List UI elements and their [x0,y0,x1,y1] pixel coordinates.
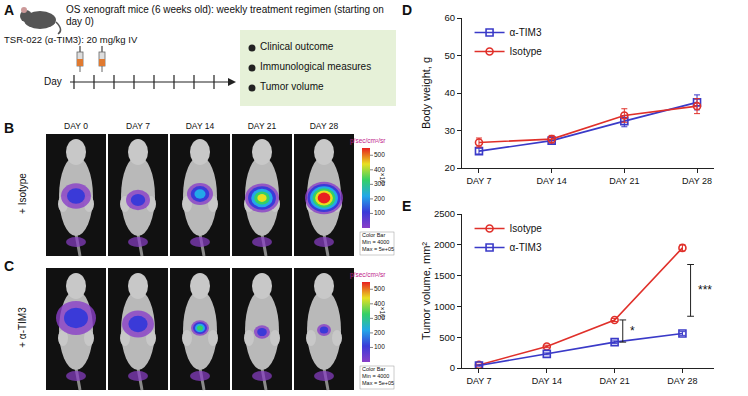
html-text:300: 300 [374,180,385,188]
html-text:DAY 7: DAY 7 [126,121,150,131]
html-text:DAY 21: DAY 21 [247,121,277,131]
svg-text:DAY 14: DAY 14 [532,376,562,386]
html-text:OS xenograft mice (6 weeks old: OS xenograft mice (6 weeks old): weekly … [66,4,384,27]
svg-text:DAY 7: DAY 7 [466,176,491,186]
html-text:B: B [4,120,15,136]
html-text:Color Bar: Color Bar [362,232,386,238]
svg-text:DAY 7: DAY 7 [466,376,491,386]
html-text:A: A [4,2,15,18]
svg-text:DAY 21: DAY 21 [600,376,630,386]
html-text:400: 400 [374,165,385,173]
svg-text:Tumor volume, mm²: Tumor volume, mm² [420,242,432,340]
html-text:200: 200 [374,328,385,336]
html-text:Max = 5e+05: Max = 5e+05 [362,246,395,252]
html-text:D: D [402,2,413,18]
svg-text:40: 40 [445,87,456,98]
html-text:500: 500 [374,285,385,293]
svg-text:1000: 1000 [434,301,455,312]
svg-text:Body weight, g: Body weight, g [420,57,432,129]
html-text:DAY 0: DAY 0 [64,121,88,131]
svg-text:DAY 14: DAY 14 [537,176,567,186]
html-text:400: 400 [374,299,385,307]
html-text:TSR-022 (α-TIM3): 20 mg/kg IV: TSR-022 (α-TIM3): 20 mg/kg IV [4,34,138,45]
html-text:500: 500 [374,151,385,159]
html-text:+ Isotype: + Isotype [16,173,28,214]
html-text:Tumor volume: Tumor volume [260,81,324,92]
svg-text:1500: 1500 [434,270,455,281]
html-text:Immunological measures: Immunological measures [260,61,372,72]
html-text:200: 200 [374,194,385,202]
svg-text:20: 20 [445,162,456,173]
svg-text:α-TIM3: α-TIM3 [510,27,542,38]
svg-text:Isotype: Isotype [510,46,543,57]
svg-text:DAY 28: DAY 28 [667,376,697,386]
svg-text:DAY 21: DAY 21 [609,176,639,186]
html-text:×10⁵: ×10⁵ [379,306,387,321]
svg-text:500: 500 [439,332,455,343]
html-text:C: C [4,258,15,274]
html-text:×10⁵: ×10⁵ [379,172,387,187]
svg-text:60: 60 [445,12,456,23]
svg-text:***: *** [698,283,712,297]
html-text:Max = 5e+05: Max = 5e+05 [362,380,395,386]
svg-text:0: 0 [450,362,455,373]
html-text:+ α-TIM3: + α-TIM3 [16,307,28,348]
html-text:p/sec/cm²/sr: p/sec/cm²/sr [350,137,386,144]
svg-text:2500: 2500 [434,208,455,219]
html-text:Color Bar: Color Bar [362,366,386,372]
html-text:p/sec/cm²/sr: p/sec/cm²/sr [350,271,386,278]
svg-text:α-TIM3: α-TIM3 [510,242,542,253]
html-text:DAY 28: DAY 28 [309,121,339,131]
html-text:Min = 4000: Min = 4000 [362,373,390,379]
svg-text:50: 50 [445,50,456,61]
html-text:300: 300 [374,314,385,322]
html-text:E: E [402,198,412,214]
html-text:100: 100 [374,209,385,217]
html-text:Min = 4000: Min = 4000 [362,239,390,245]
svg-text:DAY 28: DAY 28 [682,176,712,186]
html-text:100: 100 [374,343,385,351]
html-text:DAY 14: DAY 14 [185,121,215,131]
svg-text:Isotype: Isotype [510,223,543,234]
svg-text:2000: 2000 [434,239,455,250]
html-text:Day: Day [44,76,62,87]
svg-text:30: 30 [445,125,456,136]
svg-text:*: * [630,324,635,338]
html-text:Clinical outcome: Clinical outcome [260,41,334,52]
